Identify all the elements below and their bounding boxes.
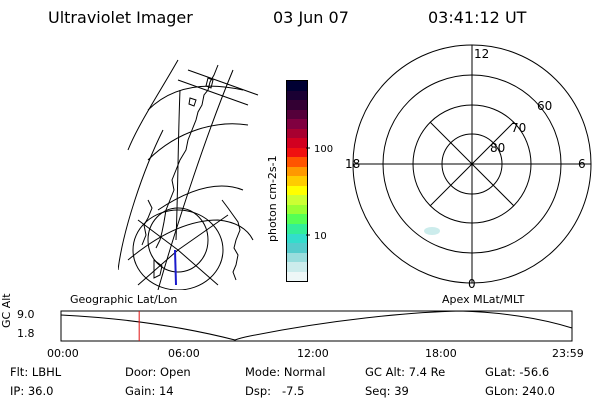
colorbar-unit-label: photon cm-2s-1: [266, 155, 279, 242]
info-seq: Seq: 39: [365, 384, 409, 398]
aurora-patch: [424, 227, 440, 235]
colorbar-band: [287, 90, 307, 101]
timeline-y-axis-label: GC Alt: [0, 293, 13, 328]
colorbar-band: [287, 119, 307, 129]
coastline: [141, 64, 241, 281]
satellite-track: [174, 249, 177, 286]
colorbar-band: [287, 147, 307, 158]
info-flt: Flt: LBHL: [10, 365, 62, 379]
colorbar-band: [287, 233, 307, 244]
polar-plot: 12 18 6 0 60 70 80: [345, 44, 592, 290]
colorbar-band: [287, 176, 307, 186]
timeline-ytick-1-8: 1.8: [17, 327, 35, 340]
info-glat: GLat: -56.6: [485, 365, 550, 379]
colorbar-band: [287, 252, 307, 263]
mlt-label-6: 6: [578, 157, 586, 171]
time-label: 03:41:12 UT: [428, 8, 527, 27]
colorbar-band: [287, 185, 307, 196]
colorbar-band: [287, 195, 307, 205]
colorbar-band: [287, 204, 307, 215]
geographic-map: [118, 59, 259, 290]
colorbar-band: [287, 262, 307, 272]
colorbar-band: [287, 100, 307, 110]
colorbar-band: [287, 214, 307, 224]
colorbar-tick-10: 10: [314, 231, 327, 242]
info-gain: Gain: 14: [125, 384, 174, 398]
info-glon: GLon: 240.0: [485, 384, 555, 398]
colorbar-band: [287, 157, 307, 167]
date-label: 03 Jun 07: [273, 8, 349, 27]
info-dsp: Dsp: -7.5: [245, 384, 305, 398]
mlt-label-18: 18: [345, 157, 360, 171]
xtick-1800: 18:00: [425, 347, 457, 360]
xtick-2359: 23:59: [552, 347, 584, 360]
info-ip: IP: 36.0: [10, 384, 54, 398]
colorbar-axis: 100 10: [306, 144, 333, 242]
xtick-1200: 12:00: [297, 347, 329, 360]
colorbar-band: [287, 81, 307, 91]
mlt-label-0: 0: [468, 277, 476, 290]
lat-label-60: 60: [537, 99, 552, 113]
colorbar-band: [287, 128, 307, 139]
colorbar-tick-100: 100: [314, 144, 333, 155]
xtick-0000: 00:00: [47, 347, 79, 360]
colorbar-band: [287, 243, 307, 253]
altitude-timeline: [60, 310, 573, 342]
timeline-left-title: Geographic Lat/Lon: [70, 293, 178, 306]
info-door: Door: Open: [125, 365, 191, 379]
timeline-right-title: Apex MLat/MLT: [442, 293, 525, 306]
lat-label-70: 70: [511, 121, 526, 135]
colorbar-band: [287, 138, 307, 148]
timeline-ytick-9: 9.0: [17, 308, 35, 321]
xtick-0600: 06:00: [168, 347, 200, 360]
colorbar: [286, 80, 308, 282]
colorbar-band: [287, 271, 307, 282]
info-mode: Mode: Normal: [245, 365, 326, 379]
mlt-label-12: 12: [474, 47, 489, 61]
lat-label-80: 80: [490, 141, 505, 155]
info-gc-alt: GC Alt: 7.4 Re: [365, 365, 446, 379]
colorbar-band: [287, 109, 307, 120]
instrument-title: Ultraviolet Imager: [48, 8, 193, 27]
colorbar-band: [287, 223, 307, 234]
colorbar-band: [287, 166, 307, 177]
